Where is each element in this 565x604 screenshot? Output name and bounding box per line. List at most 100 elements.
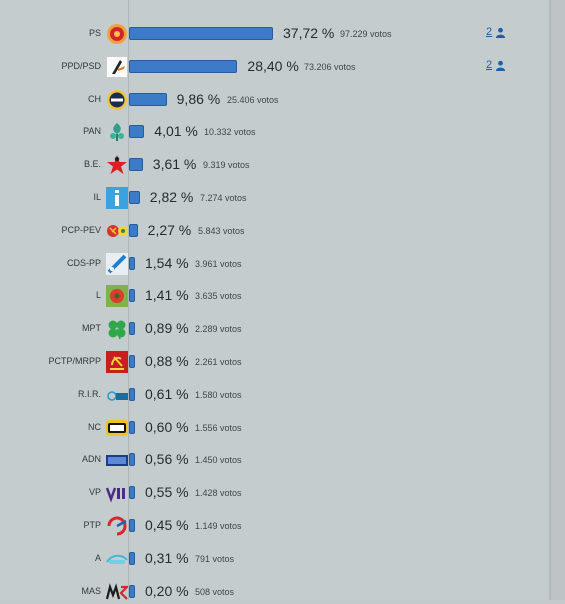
result-bar [129,27,273,40]
party-name: PS [88,28,101,38]
percentage-label: 3,61 % [152,156,197,173]
result-bar [129,223,138,237]
party-row: MAS 0,20 % 508 votos [0,580,549,604]
result-bar [129,158,143,172]
party-name: B.E. [83,159,101,170]
votes-label: 25.406 votos [227,94,279,105]
votes-label: 1.450 votos [195,455,242,466]
votes-label: 1.428 votos [195,488,242,499]
votes-label: 1.149 votos [195,521,242,531]
votes-label: 3.961 votos [195,258,242,269]
livre-logo-icon [106,285,128,308]
votes-label: 791 votos [195,553,235,564]
seats-link[interactable]: 2 [486,58,493,71]
party-row: CH 9,86 % 25.406 votos [0,88,549,112]
percentage-label: 0,88 % [145,353,189,369]
percentage-label: 0,20 % [145,582,189,599]
mrpp-logo-icon [106,351,128,373]
party-row: L 1,41 % 3.635 votos [0,284,549,308]
result-bar [129,322,135,336]
result-bar [129,59,238,73]
ptp-logo-icon [107,516,127,536]
rir-logo-icon [107,390,128,401]
ps-logo-icon [107,24,127,44]
party-name: MAS [81,585,101,596]
party-name: CDS-PP [66,257,101,268]
cdu-logo-icon [107,224,128,237]
bar-baseline [128,0,129,600]
chega-logo-icon [107,89,127,110]
votes-label: 73.206 votos [304,61,356,72]
results-panel [0,0,549,600]
pan-logo-icon [110,123,124,142]
party-name: PPD/PSD [61,60,101,71]
percentage-label: 0,89 % [145,320,189,337]
party-row: A 0,31 % 791 votos [0,547,549,571]
party-row: ADN 0,56 % 1.450 votos [0,448,549,472]
person-icon[interactable] [495,27,506,38]
party-name: A [94,552,101,563]
votes-label: 2.261 votos [195,357,242,367]
votes-label: 1.556 votos [195,422,242,433]
party-name: PAN [83,126,101,137]
votes-label: 2.289 votos [195,324,242,335]
result-bar [129,125,145,139]
votes-label: 7.274 votos [200,193,247,203]
party-row: MPT 0,89 % 2.289 votos [0,317,549,341]
result-bar [129,584,135,598]
result-bar [129,355,135,368]
person-icon[interactable] [495,60,506,71]
result-bar [129,519,135,532]
adn-logo-icon [106,455,128,467]
percentage-label: 0,56 % [145,451,189,468]
party-name: ADN [81,454,101,465]
page-margin [551,0,565,600]
party-name: VP [88,487,101,498]
be-logo-icon [107,155,127,175]
party-row: PS 37,72 % 97.229 votos 2 [0,22,549,46]
party-name: PCP-PEV [61,224,101,235]
party-row: NC 0,60 % 1.556 votos [0,416,549,440]
il-logo-icon [106,187,128,209]
percentage-label: 4,01 % [154,123,198,140]
percentage-label: 0,61 % [145,385,189,402]
party-row: B.E. 3,61 % 9.319 votos [0,153,549,177]
percentage-label: 0,45 % [145,517,189,533]
mpt-logo-icon [108,320,126,340]
party-row: IL 2,82 % 7.274 votos [0,186,549,210]
party-row: PTP 0,45 % 1.149 votos [0,514,549,538]
result-bar [129,387,135,401]
result-bar [129,486,135,500]
party-name: PTP [83,520,101,530]
result-bar [129,289,135,303]
result-bar [129,256,135,270]
votes-label: 9.319 votos [203,160,250,171]
result-bar [129,92,167,106]
votes-label: 97.229 votos [340,29,392,39]
percentage-label: 1,54 % [145,254,189,271]
party-row: PPD/PSD 28,40 % 73.206 votos 2 [0,55,549,79]
result-bar [129,191,140,204]
volt-logo-icon [106,487,125,503]
party-row: CDS-PP 1,54 % 3.961 votos [0,252,549,276]
result-bar [129,551,135,565]
seats-link[interactable]: 2 [486,26,493,38]
party-row: VP 0,55 % 1.428 votos [0,481,549,505]
party-name: PCTP/MRPP [48,356,101,366]
party-row: R.I.R. 0,61 % 1.580 votos [0,383,549,407]
party-row: PAN 4,01 % 10.332 votos [0,120,549,144]
votes-label: 5.843 votos [198,225,245,236]
party-name: MPT [82,323,101,334]
percentage-label: 0,55 % [145,484,189,501]
result-bar [129,420,135,434]
party-name: R.I.R. [77,388,101,399]
percentage-label: 1,41 % [145,287,189,304]
cds-logo-icon [106,252,128,275]
party-row: PCP-PEV 2,27 % 5.843 votos [0,219,549,243]
psd-logo-icon [107,56,127,77]
result-bar [129,453,135,467]
panel-border [549,0,551,600]
percentage-label: 37,72 % [283,25,335,41]
party-name: L [95,290,101,301]
party-row: PCTP/MRPP 0,88 % 2.261 votos [0,350,549,374]
